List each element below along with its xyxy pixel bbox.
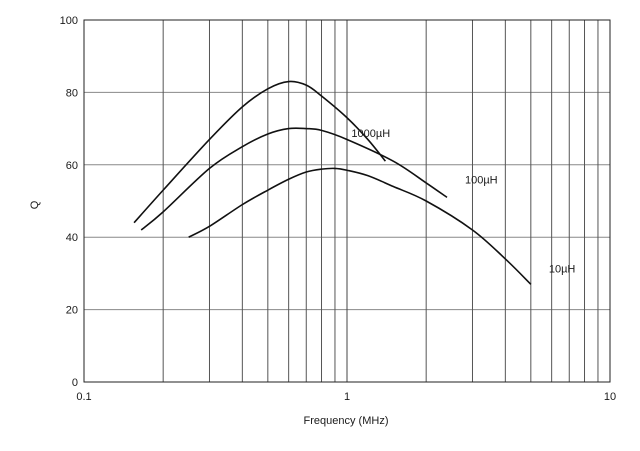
series-label: 1000µH <box>351 128 390 140</box>
series-line <box>188 167 532 285</box>
y-tick-label: 100 <box>60 15 78 27</box>
series-lines <box>133 80 532 285</box>
y-axis-label: Q <box>29 200 41 209</box>
series-line <box>133 80 387 224</box>
x-tick-label: 0.1 <box>76 391 91 403</box>
x-tick-label: 10 <box>604 391 616 403</box>
x-axis-label: Frequency (MHz) <box>304 415 389 427</box>
plot-frame <box>83 19 611 383</box>
series-label: 100µH <box>465 174 498 186</box>
tick-labels: 0 20 40 60 80 100 0.1 1 10 <box>60 15 616 403</box>
series-labels: 1000µH 100µH 10µH <box>351 128 575 275</box>
grid-lines <box>83 19 611 383</box>
x-tick-label: 1 <box>344 391 350 403</box>
series-label: 10µH <box>549 263 576 275</box>
y-tick-label: 0 <box>72 377 78 389</box>
y-tick-label: 60 <box>66 160 78 172</box>
y-tick-label: 20 <box>66 305 78 317</box>
y-tick-label: 80 <box>66 87 78 99</box>
y-tick-label: 40 <box>66 232 78 244</box>
series-line <box>140 127 448 231</box>
